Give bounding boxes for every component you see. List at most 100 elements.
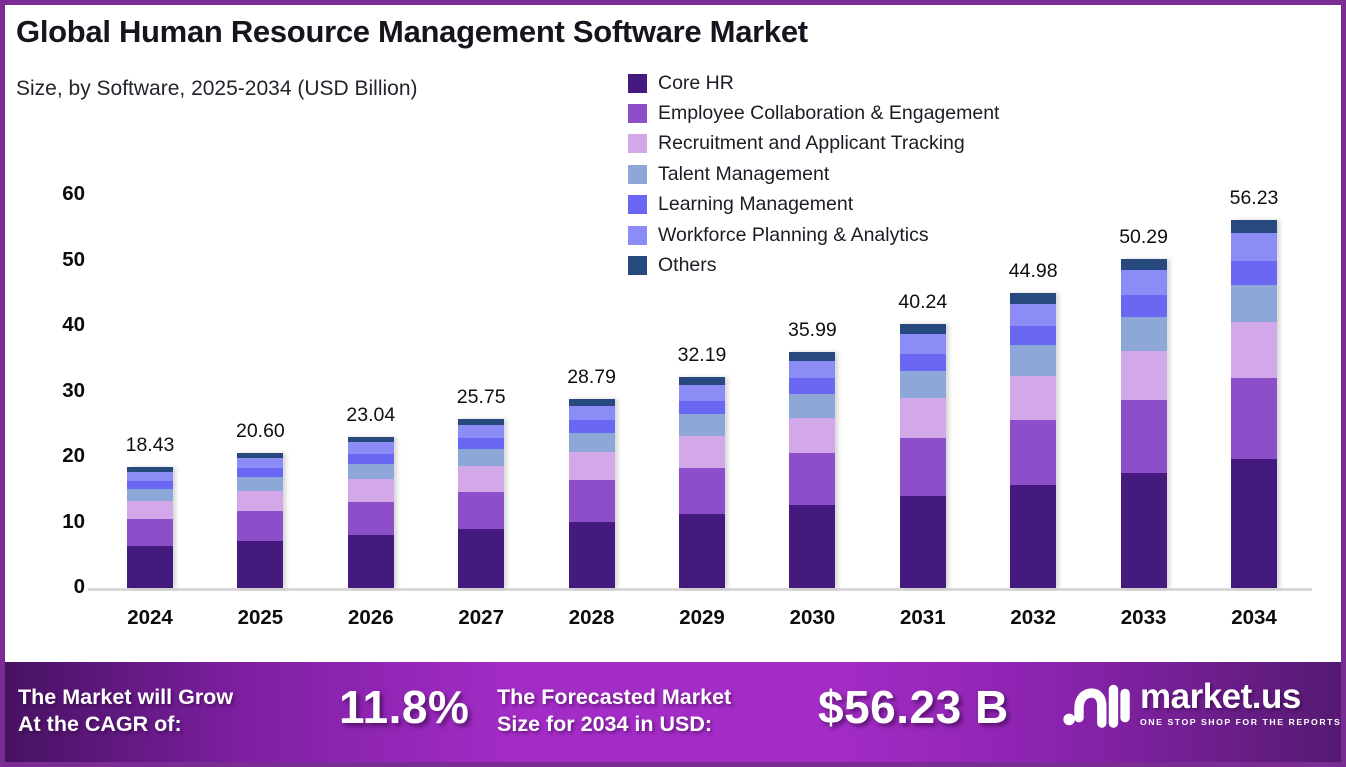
bar-segment [789,360,836,379]
y-axis-tick-label: 0 [73,575,85,598]
bar-total-label: 25.75 [456,386,506,409]
x-axis-label: 2028 [568,606,615,629]
stacked-bar-2027 [458,419,505,588]
legend-item: Core HR [628,68,999,98]
page-title: Global Human Resource Management Softwar… [16,14,808,49]
x-axis-label: 2031 [899,606,946,629]
bar-segment [237,457,284,469]
bar-segment [679,414,725,436]
bar-segment [237,453,284,458]
legend-label: Others [658,254,717,277]
x-axis-baseline [88,588,1312,591]
x-axis-label: 2030 [789,606,836,629]
legend-label: Recruitment and Applicant Tracking [658,132,965,155]
bar-segment [1120,270,1167,296]
cagr-label-line1: The Market will Grow [18,685,234,709]
bar-segment [899,495,946,588]
bar-segment [1231,260,1277,285]
y-axis-tick-label: 50 [62,247,85,271]
bar-segment [568,480,615,522]
bar-segment [347,501,394,536]
bar-segment [458,466,505,492]
legend-item: Talent Management [628,159,999,189]
bar-segment [1010,419,1057,485]
stacked-bar-2031 [899,324,946,588]
chart-legend: Core HR Employee Collaboration & Engageme… [628,68,999,281]
chart-plot-area: 60 50 40 30 20 10 0 18.43 2024 20.60 2025 23.04 2026… [5,5,1341,762]
bar-segment [458,491,505,529]
y-axis-tick-label: 30 [62,378,85,402]
forecast-label-line2: Size for 2034 in USD: [497,712,713,736]
y-axis-tick-label: 10 [62,509,85,533]
bar-segment [1120,472,1167,588]
bar-segment [347,437,394,443]
bar-segment [127,471,173,481]
x-axis-label: 2029 [679,606,725,629]
bar-segment [1010,345,1057,376]
bar-total-label: 50.29 [1119,225,1168,248]
page-subtitle: Size, by Software, 2025-2034 (USD Billio… [16,77,418,100]
legend-item: Employee Collaboration & Engagement [628,98,999,128]
bar-segment [127,545,173,588]
bar-segment [1010,293,1057,304]
x-axis-label: 2026 [347,606,394,629]
bar-segment [789,453,836,506]
bar-segment [1231,459,1277,588]
bar-segment [1231,219,1277,233]
stacked-bar-2026 [347,437,394,588]
legend-item: Recruitment and Applicant Tracking [628,129,999,159]
bar-segment [568,432,615,453]
bar-total-label: 20.60 [235,420,285,443]
bar-segment [237,468,284,477]
bar-segment [679,400,725,415]
bar-segment [237,476,284,491]
bar-segment [458,449,505,467]
forecast-label: The Forecasted Market Size for 2034 in U… [497,684,731,738]
bar-segment [127,467,173,472]
legend-swatch-icon [628,134,647,154]
bar-segment [1231,322,1277,378]
bar-segment [1010,484,1057,588]
x-axis-label: 2033 [1120,606,1167,629]
bar-segment [1120,316,1167,351]
bar-segment [568,399,615,406]
bar-segment [789,505,836,588]
cagr-label-line2: At the CAGR of: [18,712,182,736]
legend-swatch-icon [628,73,647,93]
stacked-bar-2034 [1231,219,1277,588]
bar-segment [1010,375,1057,420]
bar-segment [1231,284,1277,323]
bar-segment [347,442,394,454]
brand-name: market.us [1140,677,1301,716]
bar-total-label: 32.19 [677,344,727,367]
bar-segment [127,501,173,520]
marketus-logo-icon [1063,684,1130,728]
bar-segment [458,419,505,426]
brand-tagline: ONE STOP SHOP FOR THE REPORTS [1140,717,1342,727]
forecast-label-line1: The Forecasted Market [497,685,732,709]
bar-total-label: 28.79 [567,366,616,389]
bar-segment [347,479,394,502]
y-axis-tick-label: 20 [62,444,85,467]
bar-segment [679,377,725,385]
bar-segment [789,352,836,361]
x-axis-label: 2025 [237,606,284,629]
x-axis-label: 2024 [127,606,173,629]
stacked-bar-2025 [237,453,284,588]
bar-segment [568,521,615,588]
legend-swatch-icon [628,195,647,215]
stacked-bar-2024 [127,467,173,588]
legend-item: Workforce Planning & Analytics [628,220,999,250]
legend-swatch-icon [628,164,647,184]
legend-label: Core HR [658,71,734,94]
bar-segment [568,452,615,481]
bar-segment [789,378,836,394]
stacked-bar-2033 [1120,258,1167,588]
bar-segment [899,333,946,354]
bar-segment [899,370,946,398]
bar-segment [347,453,394,464]
forecast-value: $56.23 B [818,681,1009,733]
bar-segment [789,393,836,419]
bar-total-label: 40.24 [898,291,948,314]
